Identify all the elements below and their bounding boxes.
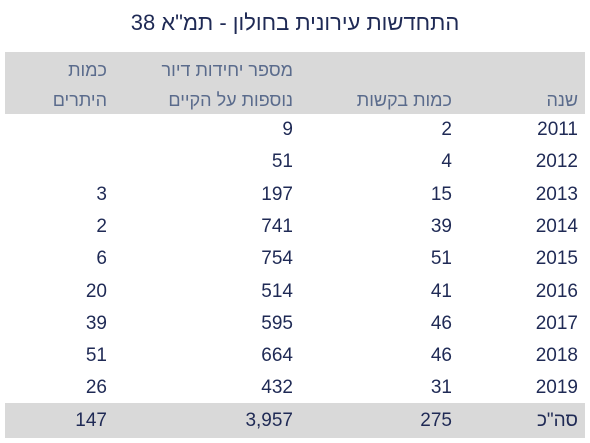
table-cell: 2 xyxy=(441,119,452,140)
table-cell: 2015 xyxy=(535,248,578,270)
table-cell: 754 xyxy=(261,248,293,270)
table-cell: 2011 xyxy=(537,119,578,140)
total-cell: 147 xyxy=(75,410,107,431)
column-header: נוספות על הקיים xyxy=(168,90,293,110)
table-cell: 2017 xyxy=(535,312,578,334)
table-cell: 2 xyxy=(96,215,107,237)
table-cell: 31 xyxy=(430,377,452,399)
table-cell: 2013 xyxy=(535,183,578,205)
table-cell: 15 xyxy=(430,183,452,205)
table-cell: 20 xyxy=(85,280,107,302)
column-header: כמות בקשות xyxy=(356,90,452,110)
table-cell: 39 xyxy=(430,215,452,237)
table-cell: 432 xyxy=(261,377,293,399)
table-cell: 51 xyxy=(271,151,293,173)
table-cell: 2014 xyxy=(535,215,578,237)
table-cell: 197 xyxy=(261,183,293,205)
table-cell: 51 xyxy=(430,248,452,270)
total-cell: 3,957 xyxy=(245,410,293,431)
table-cell: 2018 xyxy=(535,345,578,367)
total-cell: 275 xyxy=(420,410,452,431)
table-cell: 741 xyxy=(261,215,293,237)
table-cell: 514 xyxy=(261,280,293,302)
total-cell: סה"כ xyxy=(536,410,578,431)
table-cell: 46 xyxy=(430,312,452,334)
header-band xyxy=(5,52,585,114)
column-header: היתרים xyxy=(52,90,107,110)
table-cell: 46 xyxy=(430,345,452,367)
table-cell: 2012 xyxy=(535,151,578,173)
table-cell: 39 xyxy=(85,312,107,334)
table-cell: 664 xyxy=(261,345,293,367)
table-cell: 595 xyxy=(261,312,293,334)
column-header: שנה xyxy=(546,90,578,110)
table-cell: 2016 xyxy=(535,280,578,302)
table-cell: 26 xyxy=(85,377,107,399)
table-cell: 9 xyxy=(282,119,293,140)
title: התחדשות עירונית בחולון - תמ"א 38 xyxy=(130,10,460,35)
table-cell: 6 xyxy=(96,248,107,270)
table-cell: 41 xyxy=(430,280,452,302)
total-band xyxy=(5,403,585,438)
table-cell: 2019 xyxy=(535,377,578,399)
column-header: מספר יחידות דיור xyxy=(161,60,293,80)
table-cell: 51 xyxy=(85,345,107,367)
table-cell: 4 xyxy=(441,151,452,173)
table-cell: 3 xyxy=(96,183,107,205)
column-header: כמות xyxy=(68,60,107,80)
